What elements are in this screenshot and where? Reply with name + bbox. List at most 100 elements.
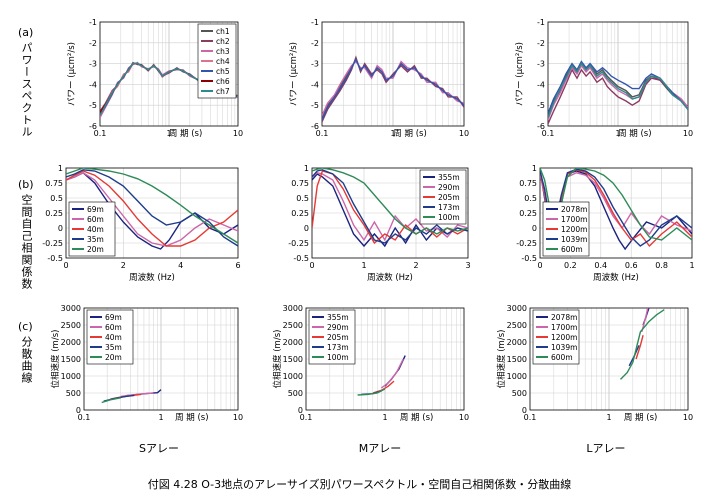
y-tick-label: 0.5 xyxy=(50,194,63,203)
y-tick-label: 0 xyxy=(304,224,309,233)
y-tick-label: 3000 xyxy=(61,304,81,313)
x-tick-label: 0.1 xyxy=(316,129,329,138)
y-tick-label: 0.75 xyxy=(519,179,537,188)
y-axis-label: 位相速度 (m/s) xyxy=(50,330,61,389)
series-line-a-M-1 xyxy=(322,55,464,123)
x-tick-label: 10 xyxy=(683,129,693,138)
x-tick-label: 6 xyxy=(235,261,240,270)
x-tick-label: 10 xyxy=(459,129,469,138)
y-tick-label: 0 xyxy=(532,224,537,233)
legend-label: 205m xyxy=(327,333,349,342)
chart-b-S: -0.5 -0.25 0 0.25 0.5 0.75 1 0 2 4 6 周波数 (Hz) 69m60m… xyxy=(42,164,240,283)
y-tick-label: -6 xyxy=(537,122,545,131)
plot-frame xyxy=(529,307,689,411)
y-tick-label: 1500 xyxy=(283,355,303,364)
series-line-35m xyxy=(66,169,238,247)
y-tick-label: 500 xyxy=(512,389,527,398)
series-line-20m xyxy=(101,397,121,404)
legend-label: 1700m xyxy=(551,323,577,332)
y-tick-label: -2 xyxy=(537,39,545,48)
series-line-a-L-1 xyxy=(548,68,688,125)
legend-label: 2078m xyxy=(551,313,577,322)
series-line-a-M-3 xyxy=(322,57,464,121)
legend-label: 40m xyxy=(105,333,122,342)
series-line-1700m xyxy=(641,308,649,332)
y-tick-label: 0 xyxy=(58,224,63,233)
legend-label: 355m xyxy=(327,313,349,322)
legend-label: 205m xyxy=(438,193,460,202)
legend-label: ch1 xyxy=(216,27,230,36)
y-tick-label: 1500 xyxy=(507,355,527,364)
legend-label: 2078m xyxy=(561,205,587,214)
x-axis-label: 周 期 (s) xyxy=(175,413,208,423)
y-tick-label: -0.5 xyxy=(47,254,63,263)
legend-label: 1200m xyxy=(561,225,587,234)
series-line-290m xyxy=(312,172,468,242)
plot-frame xyxy=(99,21,239,127)
y-tick-label: -4 xyxy=(311,80,319,89)
row-label-a: (a) xyxy=(18,26,34,39)
x-tick-label: 0.1 xyxy=(524,413,537,422)
y-tick-label: -2 xyxy=(311,39,319,48)
y-tick-label: 1000 xyxy=(283,372,303,381)
figure-caption: 付図 4.28 O-3地点のアレーサイズ別パワースペクトル・空間自己相関係数・分… xyxy=(147,478,572,491)
row-text-a: パワースペクトル xyxy=(20,42,33,138)
y-tick-label: -0.25 xyxy=(516,239,537,248)
array-label-m: Mアレー xyxy=(358,442,402,455)
x-axis-label: 周 期 (s) xyxy=(393,129,426,139)
legend-label: ch5 xyxy=(216,67,230,76)
plot-frame xyxy=(539,167,693,259)
x-tick-label: 1 xyxy=(390,129,395,138)
y-tick-label: -5 xyxy=(537,101,545,110)
x-axis-label: 周 期 (s) xyxy=(400,413,433,423)
y-tick-label: 0.25 xyxy=(519,209,537,218)
legend-label: 35m xyxy=(87,235,104,244)
y-tick-label: 1500 xyxy=(61,355,81,364)
array-label-l: Lアレー xyxy=(586,442,626,455)
y-tick-label: -0.25 xyxy=(288,239,309,248)
y-axis-label: パワー (μcm²/s) xyxy=(67,42,77,106)
legend-label: 1039m xyxy=(561,235,587,244)
legend-label: 600m xyxy=(551,353,573,362)
x-tick-label: 4 xyxy=(178,261,183,270)
x-tick-label: 2 xyxy=(413,261,418,270)
x-tick-label: 0.1 xyxy=(78,413,91,422)
y-tick-label: -2 xyxy=(89,39,97,48)
x-tick-label: 3 xyxy=(465,261,470,270)
y-tick-label: 0.75 xyxy=(291,179,309,188)
y-tick-label: -6 xyxy=(89,122,97,131)
chart-a-M: -6 -5 -4 -3 -2 -1 0.1 1 10 周 期 (s) パワー (μcm²/s) xyxy=(289,18,469,139)
y-tick-label: 2000 xyxy=(507,338,527,347)
x-tick-label: 0.1 xyxy=(94,129,107,138)
legend-label: 40m xyxy=(87,225,104,234)
x-tick-label: 0.1 xyxy=(300,413,313,422)
y-tick-label: -4 xyxy=(89,80,97,89)
y-tick-label: -5 xyxy=(89,101,97,110)
plot-frame xyxy=(547,21,689,127)
series-line-69m xyxy=(66,171,238,250)
row-label-c: (c) xyxy=(18,320,33,333)
plot-frame xyxy=(321,21,465,127)
y-tick-label: 2500 xyxy=(507,321,527,330)
y-tick-label: -1 xyxy=(311,18,319,27)
series-line-173m xyxy=(312,169,468,244)
y-tick-label: 0.75 xyxy=(45,179,63,188)
plot-frame xyxy=(65,167,239,259)
series-line-20m xyxy=(66,168,238,244)
y-tick-label: 0.25 xyxy=(291,209,309,218)
y-tick-label: -0.5 xyxy=(293,254,309,263)
plot-frame xyxy=(311,167,469,259)
x-tick-label: 1 xyxy=(689,261,694,270)
array-label-s: Sアレー xyxy=(139,442,179,455)
x-axis-label: 周波数 (Hz) xyxy=(129,272,175,283)
y-tick-label: 0.5 xyxy=(524,194,537,203)
y-tick-label: 2500 xyxy=(61,321,81,330)
x-axis-label: 周 期 (s) xyxy=(618,129,651,139)
y-tick-label: 2000 xyxy=(283,338,303,347)
series-line-a-L-4 xyxy=(548,62,688,118)
row-text-c: 分散曲線 xyxy=(20,336,33,384)
legend-label: ch3 xyxy=(216,47,230,56)
y-axis-label: 位相速度 (m/s) xyxy=(272,330,283,389)
series-line-600m xyxy=(620,309,665,380)
